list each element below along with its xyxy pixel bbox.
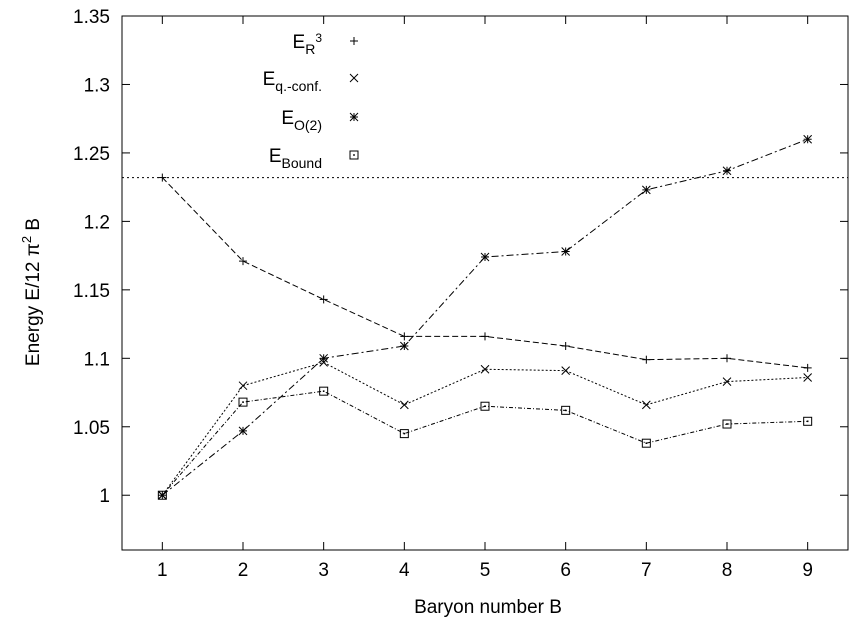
series-layer — [157, 134, 813, 500]
series-1-point — [481, 332, 489, 341]
series-line-2 — [161, 361, 808, 496]
series-1-point — [561, 341, 570, 350]
series-3-point — [319, 353, 329, 363]
series-4-point — [803, 416, 813, 426]
y-tick-label: 1.3 — [84, 75, 110, 96]
series-4-point — [157, 490, 167, 500]
series-3-point — [480, 252, 490, 262]
y-tick-label: 1.35 — [73, 7, 110, 28]
x-tick-label: 9 — [802, 560, 813, 581]
y-tick-label: 1.1 — [84, 349, 110, 370]
series-2-point — [722, 377, 732, 386]
legend: ER3 Eq.-conf. EO(2) EBound — [263, 31, 359, 171]
x-tick-label: 8 — [722, 560, 733, 581]
axis-ticks: 1 2 3 4 5 6 7 8 9 1 1.05 1.1 1.15 1.2 1.25 1.3 1.35 — [73, 7, 848, 581]
series-3-point — [399, 341, 409, 351]
y-tick-label: 1 — [99, 486, 110, 507]
y-axis-label-tail: B — [23, 218, 44, 236]
series-line-3 — [162, 138, 808, 496]
series-1-point — [400, 332, 409, 341]
series-2-point — [319, 358, 329, 367]
legend-label-3: EO(2) — [281, 108, 322, 133]
y-tick-label: 1.05 — [73, 418, 110, 439]
series-2-point — [238, 381, 248, 391]
series-2-point — [399, 400, 409, 410]
y-axis-label-pi: π — [23, 243, 44, 256]
series-4-point — [238, 397, 248, 407]
series-2-point — [480, 364, 490, 374]
series-3-point — [722, 166, 732, 176]
series-1-point — [158, 173, 167, 182]
series-1-point — [723, 354, 731, 363]
series-4-point — [480, 401, 490, 411]
series-4-point — [399, 429, 409, 439]
series-4-point — [561, 405, 571, 415]
y-tick-label: 1.2 — [84, 212, 110, 233]
legend-marker-3 — [349, 112, 359, 122]
x-axis-label: Baryon number B — [414, 597, 562, 618]
series-3-point — [641, 185, 651, 195]
legend-marker-4 — [349, 150, 359, 160]
legend-label-2: Eq.-conf. — [263, 69, 322, 94]
x-tick-label: 2 — [238, 560, 249, 581]
y-axis-label-main: Energy E/12 — [23, 256, 44, 366]
series-2-point — [803, 373, 813, 382]
legend-marker-1 — [350, 37, 358, 45]
series-3-point — [561, 247, 571, 256]
series-4-point — [722, 419, 732, 429]
x-tick-label: 6 — [560, 560, 571, 581]
y-axis-label: Energy E/12 π2 B — [19, 218, 44, 366]
legend-marker-2 — [349, 73, 359, 83]
series-2-point — [561, 366, 571, 375]
x-tick-label: 1 — [157, 560, 168, 581]
x-tick-label: 7 — [641, 560, 652, 581]
legend-label-4: EBound — [269, 146, 322, 171]
series-1-point — [642, 355, 651, 364]
series-3-point — [803, 134, 813, 144]
series-2-point — [641, 400, 651, 410]
y-axis-label-superscript: 2 — [19, 236, 34, 243]
series-3-point — [238, 426, 248, 436]
plot-frame — [121, 15, 849, 551]
series-4-point — [641, 438, 651, 448]
x-tick-label: 3 — [318, 560, 329, 581]
series-1-point — [803, 363, 812, 372]
y-tick-label: 1.15 — [73, 281, 110, 302]
legend-label-1: ER3 — [293, 31, 323, 57]
x-tick-label: 4 — [399, 560, 410, 581]
y-tick-label: 1.25 — [73, 144, 110, 165]
x-tick-label: 5 — [480, 560, 491, 581]
series-4-point — [319, 386, 329, 396]
series-1-point — [319, 295, 328, 304]
series-1-point — [239, 257, 247, 266]
